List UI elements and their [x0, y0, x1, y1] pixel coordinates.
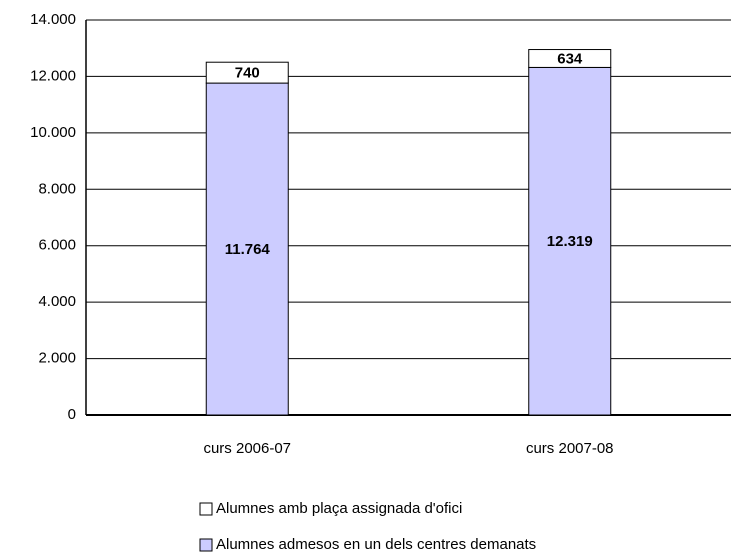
legend-swatch: [199, 538, 213, 552]
bar-segment: [528, 66, 612, 416]
legend-label: Alumnes admesos en un dels centres deman…: [216, 536, 536, 553]
value-label: 12.319: [547, 233, 593, 250]
value-label: 11.764: [225, 241, 271, 258]
y-tick-label: 6.000: [38, 237, 76, 254]
bar-segment: [205, 61, 289, 84]
legend-label: Alumnes amb plaça assignada d'ofici: [216, 500, 462, 517]
y-tick-label: 2.000: [38, 350, 76, 367]
value-label: 740: [235, 65, 260, 82]
value-label: 634: [557, 50, 583, 67]
bar-segment: [528, 49, 612, 68]
legend-swatch: [199, 502, 213, 516]
x-tick-label: curs 2006-07: [203, 440, 291, 457]
y-tick-label: 4.000: [38, 293, 76, 310]
y-tick-label: 14.000: [30, 11, 76, 28]
x-tick-label: curs 2007-08: [526, 440, 614, 457]
y-tick-label: 8.000: [38, 180, 76, 197]
y-tick-label: 12.000: [30, 67, 76, 84]
y-tick-label: 0: [68, 406, 76, 423]
y-tick-label: 10.000: [30, 124, 76, 141]
